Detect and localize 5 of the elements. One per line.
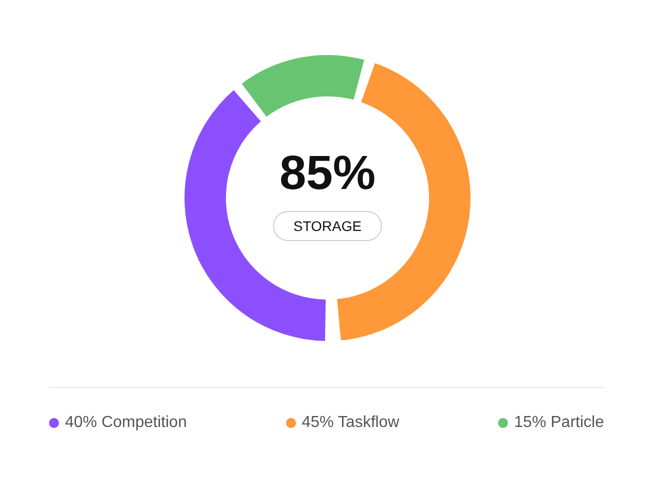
legend-label: 15% Particle: [514, 414, 604, 432]
text: 85%: [278, 146, 377, 202]
legend-label: 40% Competition: [65, 414, 187, 432]
legend-label: 45% Taskflow: [302, 414, 400, 432]
text: STORAGE: [273, 211, 382, 241]
